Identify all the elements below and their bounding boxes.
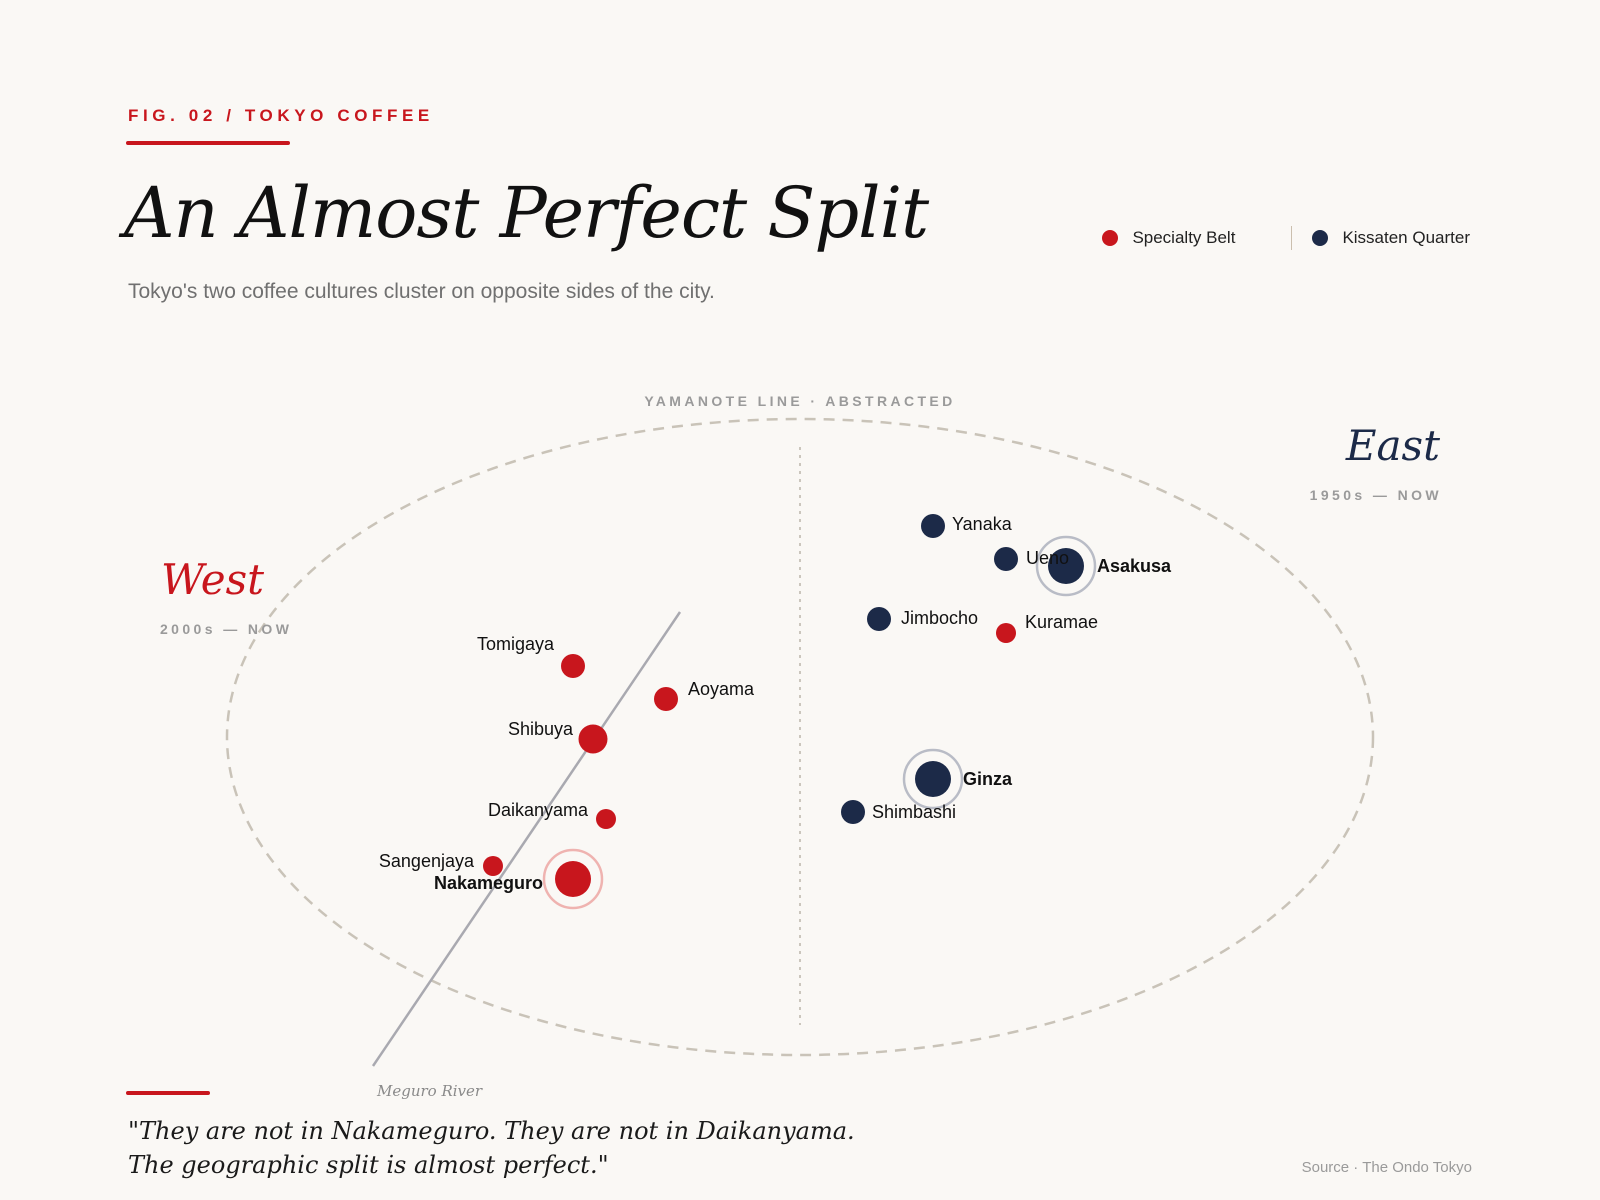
yamanote-ring <box>225 417 1375 1057</box>
place-label-tomigaya: Tomigaya <box>477 634 555 654</box>
place-dot-yanaka[interactable] <box>921 514 945 538</box>
place-dot-nakameguro[interactable] <box>555 861 591 897</box>
legend: Specialty Belt Kissaten Quarter <box>1102 226 1470 250</box>
legend-label-specialty: Specialty Belt <box>1132 228 1236 247</box>
place-dot-tomigaya[interactable] <box>561 654 585 678</box>
east-era: 1950s — NOW <box>1310 487 1442 503</box>
place-label-asakusa: Asakusa <box>1097 556 1172 576</box>
legend-item-kissaten: Kissaten Quarter <box>1312 228 1470 248</box>
place-dot-ginza[interactable] <box>915 761 951 797</box>
quote-line-2: The geographic split is almost perfect." <box>128 1151 609 1179</box>
source-credit: Source · The Ondo Tokyo <box>1301 1159 1472 1176</box>
place-dot-jimbocho[interactable] <box>867 607 891 631</box>
place-label-yanaka: Yanaka <box>952 514 1013 534</box>
place-label-kuramae: Kuramae <box>1025 612 1098 632</box>
quote-line-1: "They are not in Nakameguro. They are no… <box>128 1117 855 1145</box>
kicker-rule <box>126 141 290 145</box>
place-label-jimbocho: Jimbocho <box>901 608 978 628</box>
place-dot-shimbashi[interactable] <box>841 800 865 824</box>
place-label-ginza: Ginza <box>963 769 1013 789</box>
subtitle: Tokyo's two coffee cultures cluster on o… <box>128 280 715 303</box>
highlight-ring-asakusa <box>1035 535 1097 597</box>
west-title: West <box>161 555 264 604</box>
place-label-daikanyama: Daikanyama <box>488 800 589 820</box>
legend-dot-specialty <box>1102 230 1119 246</box>
place-dot-asakusa[interactable] <box>1048 548 1084 584</box>
place-label-sangenjaya: Sangenjaya <box>379 851 475 871</box>
highlight-ring-nakameguro <box>542 848 604 910</box>
place-labels: Tomigaya Aoyama Shibuya Daikanyama Sangenjay… <box>379 514 1172 893</box>
quote-rule <box>126 1091 210 1095</box>
highlight-ring-ginza <box>902 748 964 810</box>
east-title: East <box>1345 421 1440 470</box>
place-dot-kuramae[interactable] <box>996 623 1016 643</box>
river-label: Meguro River <box>376 1082 483 1100</box>
place-label-aoyama: Aoyama <box>688 679 755 699</box>
place-dot-ueno[interactable] <box>994 547 1018 571</box>
legend-separator <box>1291 226 1293 250</box>
place-dot-shibuya[interactable] <box>578 724 608 754</box>
place-label-shimbashi: Shimbashi <box>872 802 956 822</box>
figure-kicker: FIG. 02 / TOKYO COFFEE <box>128 106 434 125</box>
west-era: 2000s — NOW <box>160 621 292 637</box>
place-dot-daikanyama[interactable] <box>596 809 616 829</box>
place-label-shibuya: Shibuya <box>508 719 574 739</box>
pull-quote: "They are not in Nakameguro. They are no… <box>128 1114 855 1182</box>
place-label-nakameguro: Nakameguro <box>434 873 543 893</box>
place-dot-aoyama[interactable] <box>654 687 678 711</box>
legend-dot-kissaten <box>1312 230 1329 246</box>
place-label-ueno: Ueno <box>1026 548 1069 568</box>
page-title: An Almost Perfect Split <box>124 172 929 254</box>
place-dot-sangenjaya[interactable] <box>483 856 503 876</box>
legend-label-kissaten: Kissaten Quarter <box>1342 228 1470 247</box>
legend-item-specialty: Specialty Belt <box>1102 228 1235 248</box>
places-layer: Tomigaya Aoyama Shibuya Daikanyama Sangenjay… <box>379 514 1172 910</box>
place-dots <box>483 514 1097 910</box>
meguro-river <box>371 611 682 1067</box>
ring-label: YAMANOTE LINE · ABSTRACTED <box>644 393 955 409</box>
